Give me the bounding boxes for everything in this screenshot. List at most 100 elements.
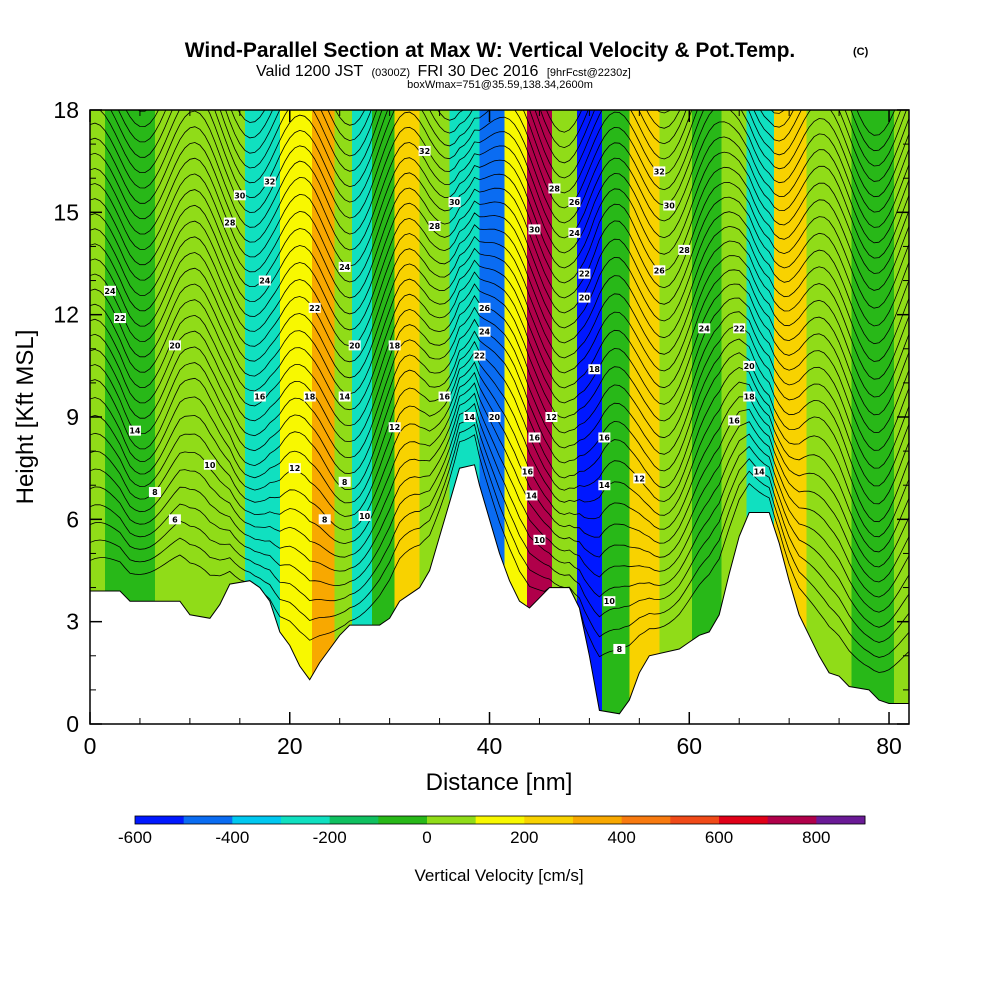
theta-label: 18 [389,341,401,350]
theta-label-bg [728,415,741,426]
colorbar-tick-label: 400 [607,828,635,847]
theta-contours [90,110,909,673]
theta-label-bg [233,190,246,201]
theta-label-bg [578,292,591,303]
y-axis-label: Height [Kft MSL] [12,330,39,505]
theta-label-bg [578,268,591,279]
theta-contour [90,196,909,327]
theta-label-bg [338,261,351,272]
theta-label-bg [358,510,371,521]
x-axis-label: Distance [nm] [426,769,573,796]
theta-label: 14 [129,427,141,436]
theta-contour [90,136,909,259]
colorbar-swatch [475,816,525,824]
colorbar-swatch [573,816,623,824]
theta-label: 22 [474,352,485,361]
plot-area: 24 22 20 14 10 8 6 28 30 32 24 22 16 18 12 8 24 20 18 14 12 8… [90,110,909,724]
theta-label-bg [663,200,676,211]
y-tick-label: 9 [66,404,79,430]
theta-contour [90,318,909,505]
theta-contour [90,361,909,568]
theta-label-bg [338,476,351,487]
theta-contour [90,402,909,628]
y-tick-label: 12 [53,302,79,328]
theta-label: 16 [729,416,741,425]
chart-title: Wind-Parallel Section at Max W: Vertical… [185,39,796,62]
theta-label: 28 [679,246,691,255]
theta-label-bg [388,340,401,351]
theta-label-bg [473,350,486,361]
theta-label: 32 [419,147,430,156]
y-tick-label: 6 [66,506,79,532]
theta-label: 32 [264,178,275,187]
theta-label: 18 [589,365,601,374]
theta-label-bg [533,534,546,545]
colorbar-tick-label: -600 [118,828,152,847]
theta-contour [90,181,909,309]
theta-contour [90,371,909,583]
theta-label-bg [488,412,501,422]
colorbar-tick-label: 600 [705,828,733,847]
theta-label-bg [633,473,646,484]
theta-label: 28 [549,184,561,193]
colorbar-tick-label: -400 [215,828,249,847]
theta-labels: 24 22 20 14 10 8 6 28 30 32 24 22 16 18 12 8 24 20 18 14 12 8… [103,145,766,654]
y-tick-label: 3 [66,609,79,635]
theta-contour [90,224,909,362]
theta-label-bg [653,265,666,276]
colorbar-swatch [427,816,477,824]
theta-contour [90,166,909,291]
theta-contour [125,110,907,167]
x-tick-label: 60 [676,733,702,759]
subtitle-date: FRI 30 Dec 2016 [417,63,538,80]
colorbar-swatch [135,816,185,824]
colorbar-swatch [767,816,817,824]
theta-label: 8 [617,645,623,654]
theta-label: 8 [152,488,158,497]
theta-contour [90,351,909,553]
theta-label-bg [598,480,611,491]
theta-contour [90,413,909,643]
theta-label-bg [548,183,561,194]
theta-label: 22 [579,270,590,279]
colorbar: -600 -400 -200 0 200 400 600 800 [118,815,866,847]
x-tick-label: 0 [84,733,97,759]
theta-contour [90,211,909,345]
colorbar-swatch [524,816,574,824]
colorbar-swatch [378,816,428,824]
theta-label: 30 [234,191,246,200]
theta-label: 26 [569,198,581,207]
theta-label-bg [388,422,401,433]
colorbar-tick-label: 200 [510,828,538,847]
axes: 0 20 40 60 80 0 3 6 9 12 15 18 [53,97,909,759]
theta-label: 30 [449,198,461,207]
theta-contour [90,340,909,538]
theta-label: 20 [489,413,501,422]
chart-subtitle-box: boxWmax=751@35.59,138.34,2600m [407,79,593,91]
theta-label-bg [698,323,711,334]
theta-label-bg [521,466,534,477]
theta-label: 14 [526,491,538,500]
x-tick-label: 20 [277,733,303,759]
colorbar-swatch [816,816,866,824]
theta-label: 28 [429,222,441,231]
theta-label-bg [103,285,116,296]
colorbar-swatch [621,816,671,824]
theta-label: 30 [664,202,676,211]
y-tick-label: 15 [53,199,79,225]
theta-label-bg [418,145,431,156]
theta-label: 24 [104,287,116,296]
theta-contour [117,110,909,182]
theta-label-bg [598,432,611,443]
x-tick-label: 80 [876,733,902,759]
colorbar-swatch [232,816,282,824]
theta-label: 12 [546,413,557,422]
theta-label: 10 [604,597,616,606]
theta-label: 6 [172,515,178,524]
theta-label-bg [568,227,581,238]
theta-label-bg [128,425,141,436]
theta-contour [90,382,909,598]
theta-label-bg [743,360,756,371]
theta-contour [90,110,909,228]
theta-label-bg [478,302,491,313]
